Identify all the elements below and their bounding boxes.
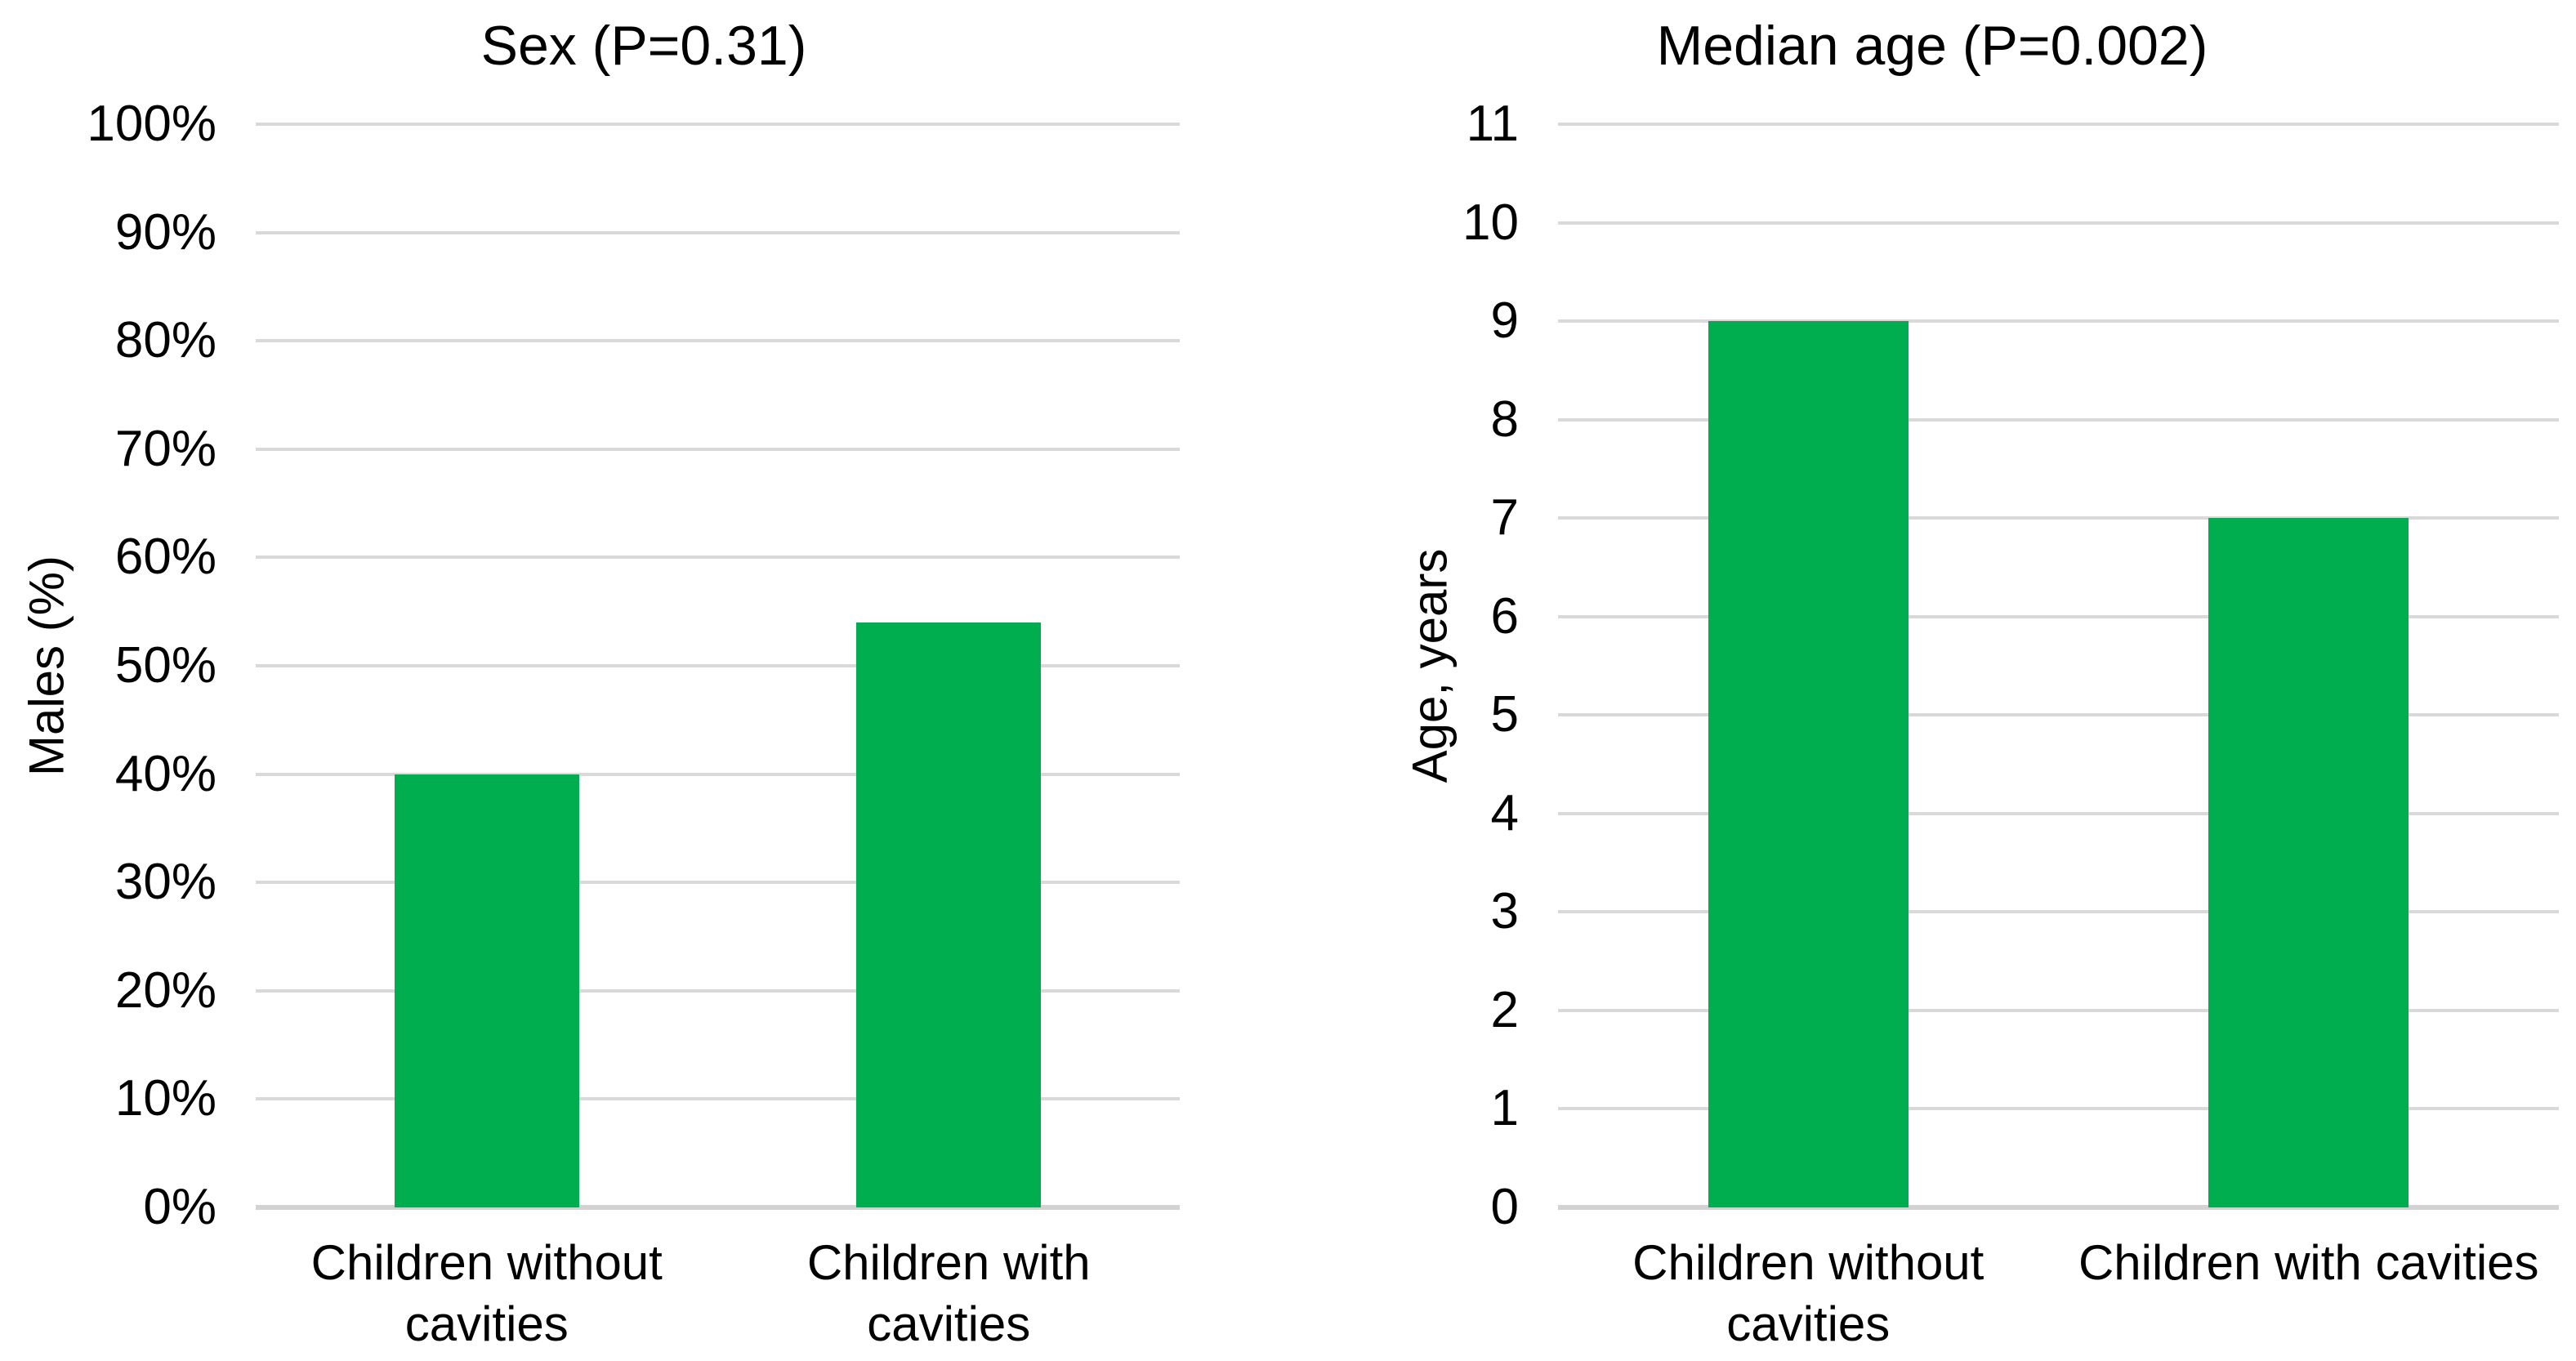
- gridline: [1558, 319, 2559, 324]
- x-category-label: Children without cavities: [1632, 1235, 1984, 1351]
- gridline: [256, 881, 1180, 885]
- y-tick-label: 80%: [114, 312, 217, 369]
- chart-title: Median age (P=0.002): [1656, 15, 2208, 77]
- y-tick-label: 8: [1490, 390, 1519, 448]
- y-tick-label: 0%: [143, 1179, 217, 1235]
- x-axis-line: [256, 1205, 1180, 1210]
- gridline: [1558, 123, 2559, 126]
- y-tick-label: 20%: [114, 962, 217, 1019]
- y-tick-label: 2: [1490, 981, 1519, 1038]
- bar: [2208, 518, 2409, 1207]
- x-category-label: Children without cavities: [310, 1235, 663, 1351]
- gridline: [256, 1097, 1180, 1101]
- y-tick-label: 10: [1462, 194, 1519, 251]
- gridline: [1558, 811, 2559, 815]
- gridline: [1558, 910, 2559, 914]
- gridline: [1558, 1107, 2559, 1111]
- y-tick-label: 9: [1490, 292, 1519, 350]
- x-axis-line: [1558, 1205, 2559, 1210]
- gridline: [256, 230, 1180, 234]
- x-category-label: Children with cavities: [2078, 1235, 2539, 1290]
- y-tick-label: 4: [1490, 784, 1519, 841]
- gridline: [256, 988, 1180, 993]
- y-tick-label: 40%: [114, 745, 217, 802]
- gridline: [1558, 614, 2559, 618]
- gridline: [256, 772, 1180, 776]
- gridline: [1558, 713, 2559, 717]
- chart-title: Sex (P=0.31): [480, 15, 807, 77]
- y-tick-label: 50%: [114, 637, 217, 694]
- y-tick-label: 100%: [87, 96, 217, 152]
- y-tick-label: 11: [1466, 96, 1519, 152]
- gridline: [256, 556, 1180, 560]
- gridline: [1558, 221, 2559, 225]
- bar: [394, 774, 579, 1207]
- y-tick-label: 30%: [114, 854, 217, 911]
- gridline: [1558, 417, 2559, 422]
- y-tick-label: 90%: [114, 203, 217, 261]
- gridline: [256, 123, 1180, 126]
- gridline: [256, 664, 1180, 667]
- y-tick-label: 6: [1490, 587, 1519, 645]
- y-tick-label: 5: [1490, 686, 1519, 743]
- gridline: [1558, 1008, 2559, 1012]
- bar: [1708, 321, 1909, 1207]
- y-axis-title: Age, years: [1402, 548, 1458, 783]
- gridline: [1558, 516, 2559, 520]
- x-category-label: Children with cavities: [806, 1235, 1091, 1351]
- y-tick-label: 1: [1490, 1080, 1519, 1137]
- bar: [856, 622, 1042, 1207]
- y-tick-label: 70%: [114, 420, 217, 477]
- y-tick-label: 60%: [114, 529, 217, 586]
- chart-median-age: Median age (P=0.002) Age, years 0 1 2 3 4 5 6 7…: [1288, 0, 2576, 1361]
- gridline: [256, 447, 1180, 451]
- y-tick-label: 0: [1490, 1179, 1519, 1235]
- chart-sex: Sex (P=0.31) Males (%) 0% 10% 20% 30% 40% 50%…: [20, 15, 1180, 1351]
- gridline: [256, 339, 1180, 343]
- y-tick-label: 7: [1490, 489, 1519, 547]
- y-tick-label: 3: [1490, 883, 1519, 940]
- y-tick-label: 10%: [114, 1070, 217, 1127]
